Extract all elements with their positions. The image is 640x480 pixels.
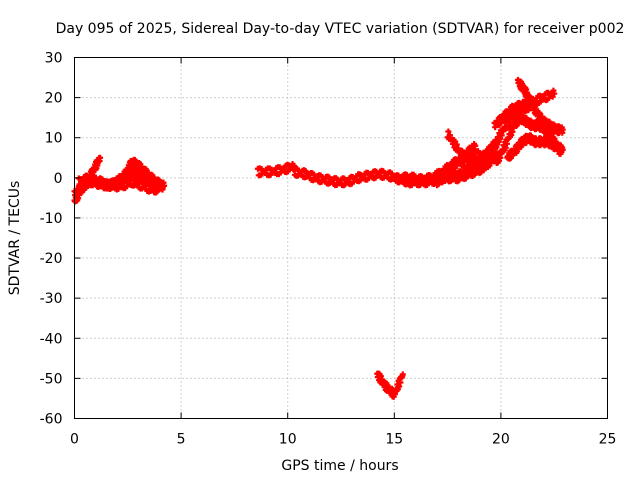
- x-tick-label: 0: [70, 432, 79, 448]
- data-point: [453, 141, 460, 148]
- data-point: [161, 182, 168, 189]
- data-point: [445, 128, 452, 135]
- data-point: [509, 128, 516, 135]
- data-point: [497, 154, 504, 161]
- series-trace-16: [514, 76, 566, 137]
- y-tick-label: -50: [40, 371, 63, 387]
- data-point: [503, 140, 510, 147]
- x-axis-label: GPS time / hours: [281, 458, 398, 474]
- y-tick-label: -40: [40, 331, 63, 347]
- data-point: [452, 164, 459, 171]
- data-point: [397, 379, 404, 386]
- x-tick-label: 15: [385, 432, 403, 448]
- data-point: [399, 371, 406, 378]
- series-trace-15: [504, 132, 566, 162]
- grid-lines: [74, 57, 608, 419]
- axis-ticks: 0 5 10 15 20 25 30 20 10 0 -10 -20 -30 -40 -50 -60: [40, 51, 617, 448]
- series-trace-7: [374, 370, 406, 400]
- plot-frame: [74, 57, 608, 419]
- data-point: [559, 146, 566, 153]
- x-tick-label: 10: [279, 432, 297, 448]
- y-tick-label: 10: [45, 131, 63, 147]
- y-tick-label: 20: [45, 91, 63, 107]
- series-trace-5: [254, 160, 298, 179]
- x-tick-label: 5: [177, 432, 186, 448]
- data-point: [97, 154, 104, 161]
- data-point: [377, 373, 384, 380]
- data-point: [549, 93, 556, 100]
- y-tick-label: 0: [54, 171, 63, 187]
- x-tick-label: 20: [492, 432, 510, 448]
- series-trace-6: [291, 165, 415, 189]
- chart-title: Day 095 of 2025, Sidereal Day-to-day VTE…: [56, 21, 625, 37]
- y-tick-label: 30: [45, 51, 63, 67]
- x-tick-label: 25: [599, 432, 617, 448]
- data-point: [498, 132, 505, 139]
- y-tick-label: -30: [40, 291, 63, 307]
- data-point: [508, 131, 515, 138]
- series-trace-18: [459, 137, 502, 176]
- data-point: [502, 144, 509, 151]
- y-axis-label: SDTVAR / TECUs: [7, 181, 23, 296]
- y-tick-label: -10: [40, 211, 63, 227]
- data-point: [559, 126, 566, 133]
- series-trace-17: [491, 99, 532, 131]
- data-point: [551, 90, 558, 97]
- data-point: [472, 142, 479, 149]
- series-trace-4: [97, 156, 168, 192]
- y-tick-label: -60: [40, 412, 63, 428]
- data-point: [525, 106, 532, 113]
- y-tick-label: -20: [40, 251, 63, 267]
- data-point: [495, 138, 502, 145]
- data-point: [396, 383, 403, 390]
- data-points: [71, 76, 566, 400]
